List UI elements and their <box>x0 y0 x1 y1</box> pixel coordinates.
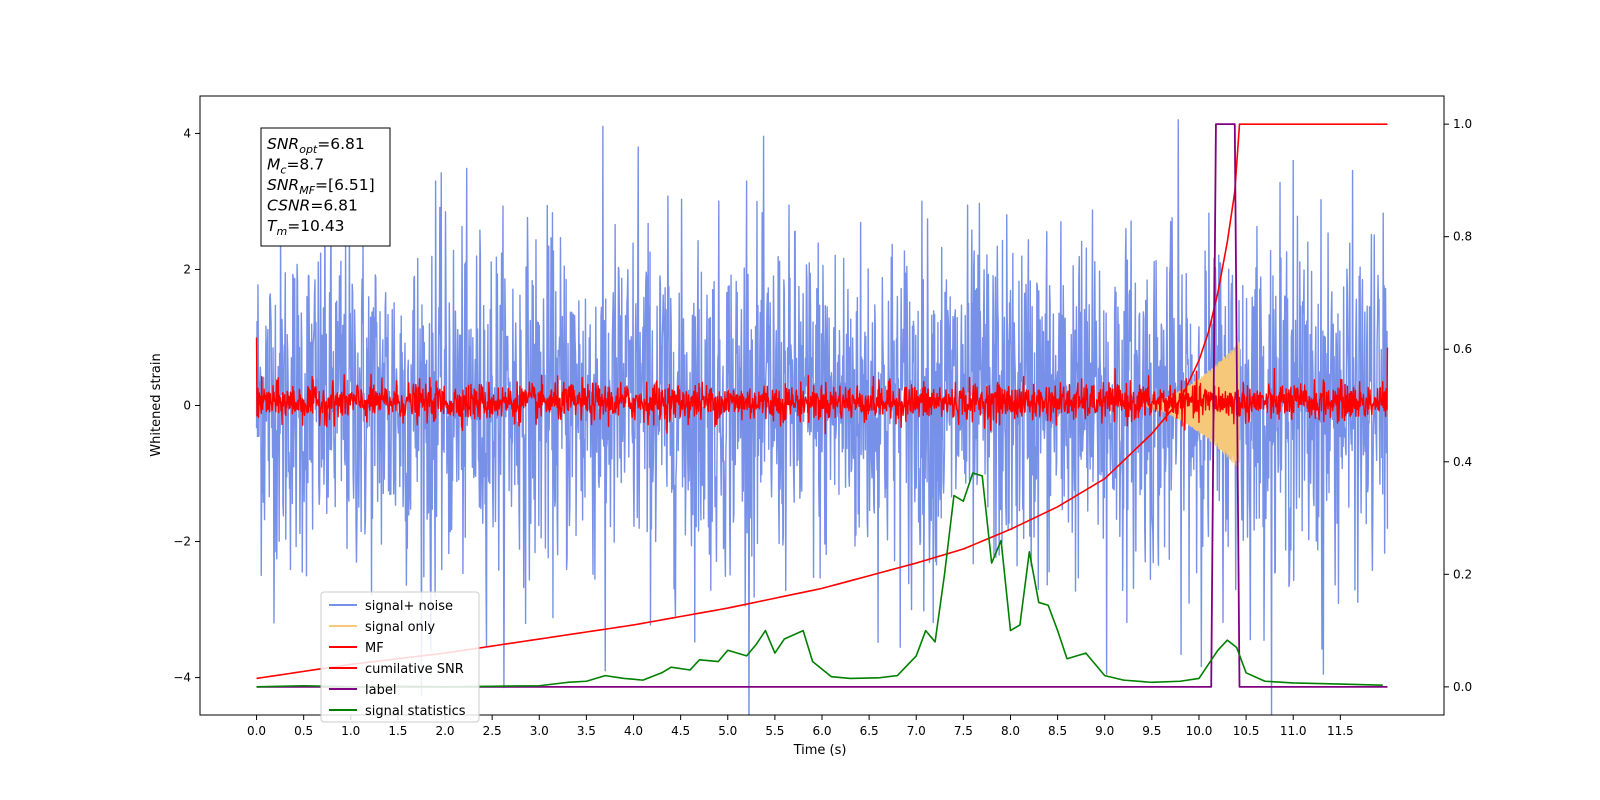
annotation-symbol-2: SNR <box>267 176 299 194</box>
legend: signal+ noise signal only MF cumilative SNR… <box>320 591 480 723</box>
x-tick-label-20: 10.0 <box>1186 724 1213 738</box>
y-axis-label: Whitened strain <box>149 353 164 456</box>
mf-line <box>255 337 1389 435</box>
annotation-line-m-c: Mc=8.7 <box>267 156 324 177</box>
annotation-value-1: =8.7 <box>286 156 324 174</box>
legend-label-mf: MF <box>365 641 384 656</box>
legend-label-label: label <box>365 683 396 698</box>
x-tick-label-17: 8.5 <box>1048 724 1067 738</box>
label-line <box>256 123 1388 688</box>
annotation-line-t-m: Tm=10.43 <box>267 217 345 238</box>
signal-statistics-line <box>256 472 1383 688</box>
annotation-subscript-2: MF <box>299 184 315 197</box>
annotation-line-csnr: CSNR=6.81 <box>267 197 358 215</box>
x-tick-label-4: 2.0 <box>435 724 454 738</box>
legend-item-mf: MF <box>329 641 384 656</box>
annotation-symbol-1: M <box>267 156 280 174</box>
x-tick-label-18: 9.0 <box>1095 724 1114 738</box>
y-tick-label-4: 4 <box>183 126 191 140</box>
y-tick-label-0: −4 <box>173 671 191 685</box>
legend-item-signal-statistics: signal statistics <box>329 704 466 719</box>
stats-annotation-box: SNRopt=6.81Mc=8.7SNRMF=[6.51]CSNR=6.81Tm… <box>260 127 391 247</box>
legend-label-signal-only: signal only <box>365 620 435 635</box>
y2-tick-label-2: 0.4 <box>1453 455 1472 469</box>
x-tick-label-6: 3.0 <box>530 724 549 738</box>
x-tick-label-11: 5.5 <box>765 724 784 738</box>
x-tick-label-1: 0.5 <box>294 724 313 738</box>
x-tick-label-2: 1.0 <box>341 724 360 738</box>
legend-label-cumilative-snr: cumilative SNR <box>365 662 464 677</box>
legend-item-signal-only: signal only <box>329 620 435 635</box>
x-tick-label-10: 5.0 <box>718 724 737 738</box>
legend-item-cumilative-snr: cumilative SNR <box>329 662 464 677</box>
x-axis: 0.0 0.5 1.0 1.5 2.0 2.5 3.0 3.5 4.0 4.5 5.0 5.5 6.0 6… <box>247 715 1354 738</box>
annotation-value-2: =[6.51] <box>315 176 375 194</box>
y-tick-label-2: 0 <box>183 399 191 413</box>
annotation-value-3: =6.81 <box>310 197 358 215</box>
annotation-frame <box>260 127 391 247</box>
x-tick-label-3: 1.5 <box>388 724 407 738</box>
annotation-value-0: =6.81 <box>317 135 365 153</box>
y-tick-label-1: −2 <box>173 535 191 549</box>
x-tick-label-15: 7.5 <box>954 724 973 738</box>
y-tick-label-3: 2 <box>183 262 191 276</box>
annotation-subscript-4: m <box>276 225 287 238</box>
legend-item-signal-noise: signal+ noise <box>329 599 453 614</box>
x-tick-label-8: 4.0 <box>624 724 643 738</box>
x-tick-label-16: 8.0 <box>1001 724 1020 738</box>
x-tick-label-21: 10.5 <box>1233 724 1260 738</box>
x-tick-label-14: 7.0 <box>907 724 926 738</box>
annotation-symbol-3: CSNR <box>267 197 310 215</box>
x-tick-label-12: 6.0 <box>812 724 831 738</box>
legend-label-signal-noise: signal+ noise <box>365 599 453 614</box>
y2-tick-label-5: 1.0 <box>1453 117 1472 131</box>
x-tick-label-19: 9.5 <box>1142 724 1161 738</box>
y2-tick-label-3: 0.6 <box>1453 342 1472 356</box>
plot-area <box>255 119 1389 715</box>
legend-frame <box>320 591 480 723</box>
y-axis-right: 0.0 0.2 0.4 0.6 0.8 1.0 <box>1444 117 1472 694</box>
y2-tick-label-0: 0.0 <box>1453 680 1472 694</box>
y2-tick-label-4: 0.8 <box>1453 230 1472 244</box>
signal-noise-line <box>255 119 1389 715</box>
x-tick-label-5: 2.5 <box>483 724 502 738</box>
y2-tick-label-1: 0.2 <box>1453 567 1472 581</box>
annotation-subscript-0: opt <box>299 143 318 156</box>
x-tick-label-9: 4.5 <box>671 724 690 738</box>
legend-label-signal-statistics: signal statistics <box>365 704 466 719</box>
annotation-subscript-1: c <box>280 164 286 177</box>
annotation-symbol-0: SNR <box>267 135 299 153</box>
x-tick-label-0: 0.0 <box>247 724 266 738</box>
x-tick-label-23: 11.5 <box>1327 724 1354 738</box>
legend-item-label: label <box>329 683 396 698</box>
annotation-value-4: =10.43 <box>287 217 344 235</box>
annotation-symbol-4: T <box>267 217 278 235</box>
x-axis-label: Time (s) <box>793 743 847 758</box>
x-tick-label-7: 3.5 <box>577 724 596 738</box>
y-axis-left: −4 −2 0 2 4 <box>173 126 200 685</box>
x-tick-label-13: 6.5 <box>860 724 879 738</box>
annotation-line-snr-mf: SNRMF=[6.51] <box>267 176 375 197</box>
annotation-line-snr-opt: SNRopt=6.81 <box>267 135 365 156</box>
x-tick-label-22: 11.0 <box>1280 724 1307 738</box>
